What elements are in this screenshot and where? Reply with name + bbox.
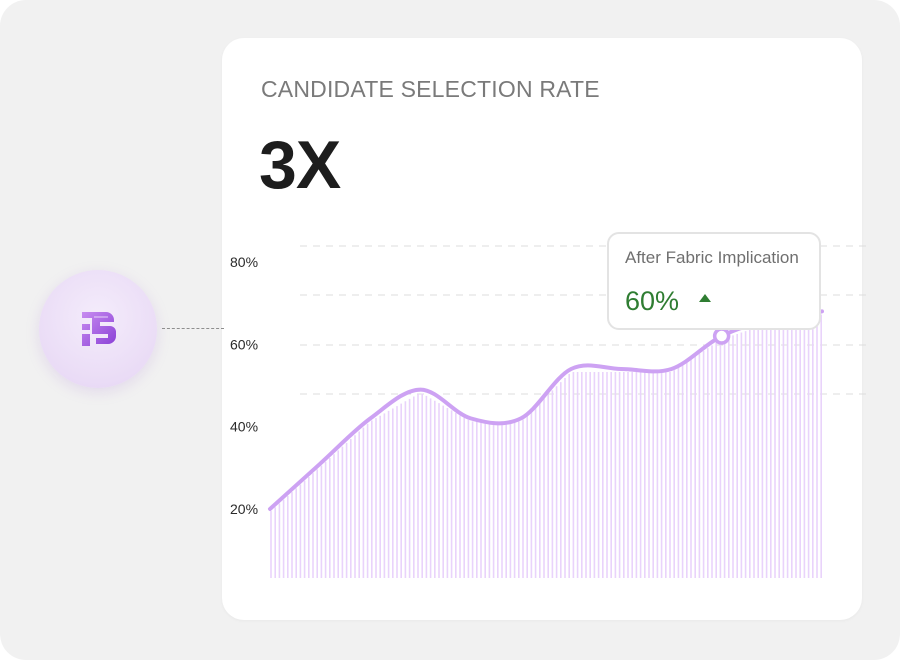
fabric-logo-icon [82, 312, 116, 346]
dashed-connector [162, 328, 224, 329]
y-tick-label: 40% [230, 419, 258, 435]
tooltip-label: After Fabric Implication [625, 248, 799, 267]
logo-badge [39, 270, 157, 388]
metric-value: 3X [259, 127, 341, 203]
card-title: CANDIDATE SELECTION RATE [261, 76, 600, 102]
y-tick-label: 20% [230, 501, 258, 517]
y-tick-label: 80% [230, 254, 258, 270]
highlight-point[interactable] [712, 327, 731, 345]
y-axis-ticks: 80% 60% 40% 20% [230, 254, 258, 517]
triangle-up-icon [699, 294, 711, 302]
tooltip-value: 60% [625, 286, 680, 316]
tooltip: After Fabric Implication 60% [607, 232, 821, 330]
series-line [268, 309, 824, 511]
y-tick-label: 60% [230, 336, 258, 352]
area-bars [270, 314, 823, 578]
